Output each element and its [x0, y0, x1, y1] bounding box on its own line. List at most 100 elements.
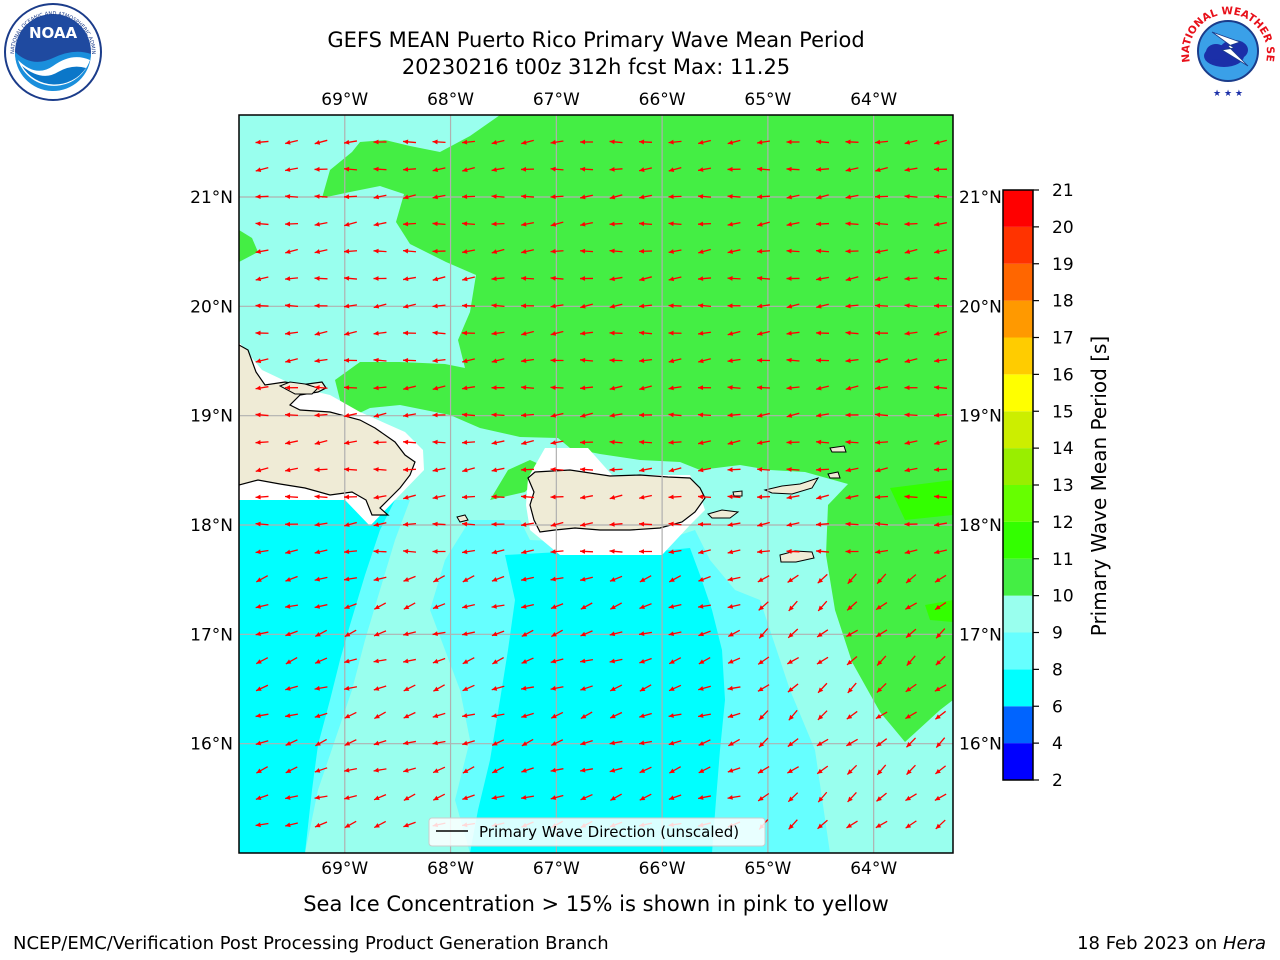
wave-arrow — [579, 166, 594, 172]
noaa-logo-icon: NOAA NATIONAL OCEANIC AND ATMOSPHERIC AD… — [2, 2, 102, 101]
wave-arrow — [373, 630, 387, 637]
wave-arrow — [491, 685, 505, 691]
wave-arrow — [255, 385, 269, 391]
wave-arrow — [373, 221, 387, 227]
wave-arrow — [520, 795, 535, 800]
wave-arrow — [905, 737, 917, 748]
wave-arrow — [788, 819, 798, 830]
wave-arrow — [373, 194, 387, 200]
wave-arrow — [815, 221, 830, 227]
wave-arrow — [904, 276, 918, 282]
wave-arrow — [786, 412, 800, 418]
wave-arrow — [697, 167, 712, 172]
wave-arrow — [521, 549, 534, 555]
wave-arrow — [846, 820, 858, 829]
wave-arrow — [845, 221, 859, 227]
wave-arrow — [786, 276, 800, 281]
wave-arrow — [933, 467, 948, 473]
wave-arrow — [639, 793, 652, 801]
wave-arrow — [314, 412, 328, 418]
wave-arrow — [609, 494, 623, 500]
wave-arrow — [934, 684, 947, 692]
wave-arrow — [579, 494, 594, 500]
wave-arrow — [845, 439, 859, 445]
wave-arrow — [788, 600, 798, 612]
wave-arrow — [638, 139, 653, 145]
wave-arrow — [845, 139, 859, 145]
wave-arrow — [255, 657, 269, 665]
wave-arrow — [314, 166, 328, 172]
wave-arrow — [904, 358, 918, 364]
wave-arrow — [935, 655, 946, 666]
wave-arrow — [521, 604, 534, 609]
wave-arrow — [609, 221, 623, 227]
wave-arrow — [491, 194, 505, 199]
sea-ice-note: Sea Ice Concentration > 15% is shown in … — [303, 892, 889, 916]
wave-arrow — [727, 629, 741, 638]
colorbar-swatch — [1003, 411, 1033, 449]
wave-arrow — [255, 358, 269, 364]
wave-arrow — [698, 248, 711, 254]
wave-arrow — [580, 303, 593, 309]
wave-arrow — [727, 467, 741, 473]
wave-arrow — [668, 303, 682, 309]
wave-arrow — [462, 766, 475, 774]
wave-arrow — [520, 522, 535, 527]
wave-arrow — [344, 658, 357, 664]
wave-arrow — [756, 139, 771, 145]
wave-arrow — [727, 549, 741, 555]
wave-arrow — [786, 166, 800, 172]
wave-arrow — [550, 494, 564, 500]
wave-arrow — [403, 793, 416, 801]
wave-arrow — [402, 248, 417, 254]
wave-arrow — [905, 574, 917, 584]
wave-arrow — [609, 412, 623, 418]
wave-arrow — [579, 439, 594, 445]
colorbar-swatch — [1003, 263, 1033, 301]
wave-arrow — [344, 794, 357, 800]
wave-arrow — [461, 221, 476, 227]
wave-arrow — [786, 357, 800, 363]
wave-arrow — [284, 303, 299, 309]
colorbar-swatch — [1003, 632, 1033, 670]
wave-arrow — [373, 439, 387, 445]
wave-arrow — [373, 467, 387, 472]
wave-arrow — [255, 139, 269, 145]
wave-arrow — [609, 767, 623, 773]
wave-arrow — [520, 412, 535, 418]
wave-arrow — [550, 139, 564, 145]
wave-arrow — [727, 576, 741, 582]
legend: Primary Wave Direction (unscaled) — [428, 817, 766, 847]
wave-arrow — [756, 440, 771, 445]
wave-arrow — [639, 385, 652, 391]
wave-arrow — [787, 792, 799, 803]
wave-arrow — [875, 711, 888, 720]
wave-arrow — [934, 710, 947, 720]
wave-arrow — [846, 629, 858, 638]
wave-arrow — [756, 248, 771, 254]
wave-arrow — [432, 549, 446, 554]
chart-subtitle: 20230216 t00z 312h fcst Max: 11.25 — [401, 55, 791, 79]
wave-arrow — [786, 467, 800, 472]
nws-logo-icon: NATIONAL WEATHER SERVICE ★ ★ ★ — [1178, 2, 1276, 99]
colorbar-label: Primary Wave Mean Period [s] — [1087, 336, 1111, 637]
wave-arrow — [904, 221, 918, 227]
lat-tick-label-right: 17°N — [959, 625, 1002, 645]
wave-arrow — [639, 575, 652, 583]
wave-arrow — [756, 385, 771, 391]
wave-arrow — [462, 276, 475, 282]
wave-arrow — [403, 767, 416, 773]
wave-arrow — [520, 303, 535, 309]
wave-arrow — [343, 767, 358, 773]
wave-arrow — [285, 358, 298, 364]
wave-arrow — [373, 576, 387, 582]
wave-arrow — [934, 249, 947, 254]
wave-arrow — [933, 385, 948, 390]
colorbar-tick-label: 17 — [1052, 329, 1074, 349]
wave-arrow — [874, 194, 889, 200]
wave-arrow — [255, 303, 269, 309]
svg-text:★ ★ ★: ★ ★ ★ — [1213, 89, 1243, 99]
colorbar-swatch — [1003, 337, 1033, 375]
wave-arrow — [255, 603, 269, 609]
wave-arrow — [727, 194, 741, 199]
